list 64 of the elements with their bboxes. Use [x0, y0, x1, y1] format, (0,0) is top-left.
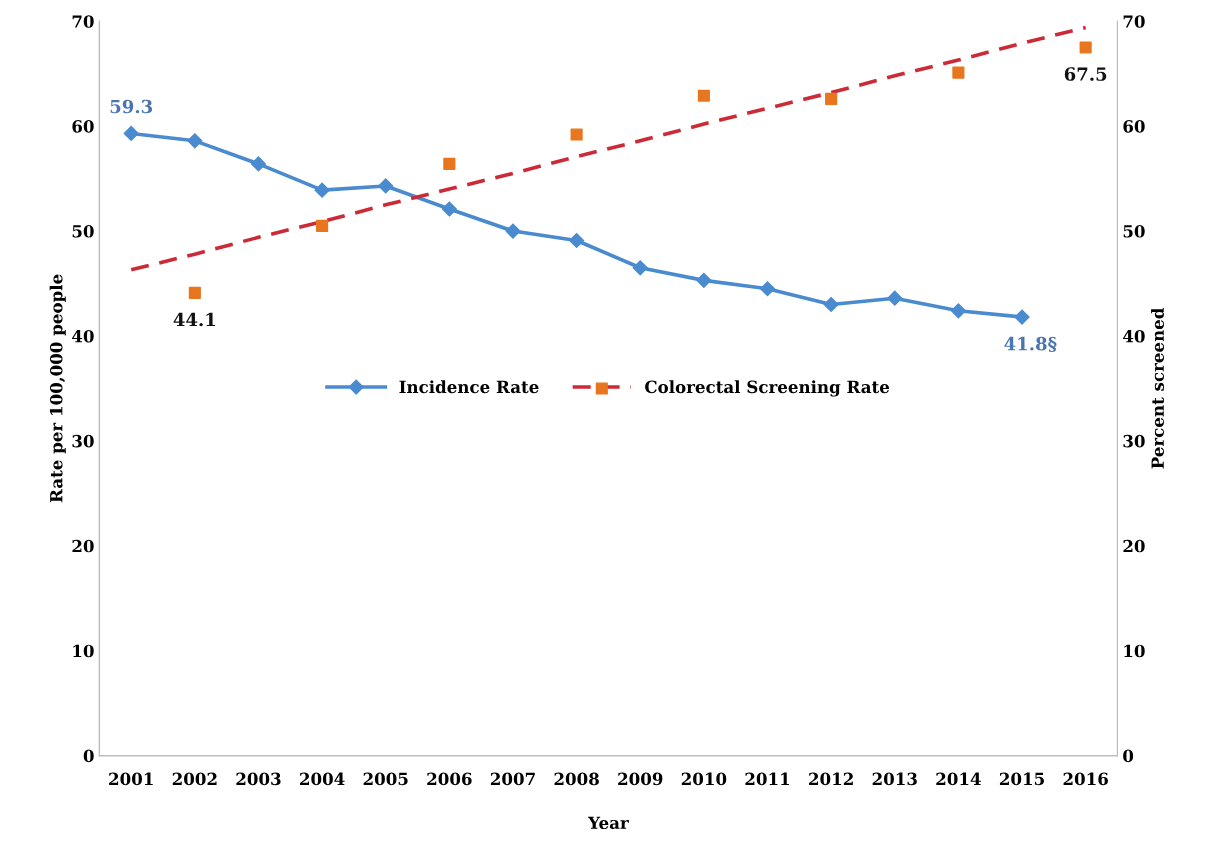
point: [443, 157, 456, 170]
y2-tick-label: 40: [1123, 329, 1145, 343]
x-tick-label: 2004: [300, 772, 345, 786]
y2-tick-label: 60: [1123, 120, 1145, 133]
x-tick-label: 2009: [618, 772, 663, 786]
y-tick-label: 20: [72, 539, 94, 553]
x-tick-label: 2015: [999, 772, 1044, 786]
point: [378, 178, 394, 194]
point: [316, 219, 329, 232]
y-tick-label: 40: [72, 329, 94, 343]
x-tick-label: 2013: [872, 772, 917, 786]
point: [1014, 309, 1030, 325]
y2-tick-label: 50: [1123, 225, 1145, 238]
x-tick-label: 2016: [1063, 772, 1108, 786]
point: [696, 272, 712, 288]
point: [505, 223, 521, 239]
data-label: 41.8§: [1004, 336, 1057, 352]
y2-axis-title: Percent screened: [1151, 307, 1164, 469]
x-tick-label: 2014: [936, 772, 981, 786]
point: [441, 201, 457, 217]
point: [697, 89, 710, 102]
legend-label: Incidence Rate: [399, 380, 539, 394]
y2-tick-label: 0: [1123, 749, 1134, 763]
x-tick-label: 2010: [681, 772, 727, 786]
point: [952, 66, 965, 79]
data-label: 59.3: [110, 99, 153, 114]
y-tick-label: 60: [72, 120, 94, 133]
x-tick-label: 2012: [809, 772, 853, 786]
x-tick-label: 2005: [363, 772, 408, 786]
x-tick-label: 2007: [490, 772, 535, 786]
y2-tick-label: 70: [1123, 15, 1145, 28]
point: [1079, 41, 1092, 54]
x-tick-label: 2011: [745, 772, 790, 786]
point: [187, 133, 203, 149]
point: [250, 156, 267, 172]
x-axis-title: Year: [587, 816, 629, 830]
data-label: 44.1: [173, 312, 216, 327]
x-tick-label: 2008: [554, 772, 599, 786]
y-tick-label: 0: [83, 749, 94, 763]
point: [759, 281, 776, 297]
y2-tick-label: 30: [1123, 434, 1145, 448]
data-label: 67.5: [1064, 67, 1107, 81]
point: [887, 290, 903, 306]
point: [825, 92, 838, 105]
y-tick-label: 10: [73, 644, 94, 658]
point: [569, 232, 585, 249]
x-tick-label: 2003: [236, 772, 281, 786]
point: [823, 296, 839, 313]
y2-tick-label: 20: [1123, 539, 1145, 553]
point: [570, 128, 583, 141]
point: [632, 260, 648, 276]
y2-tick-label: 10: [1124, 644, 1145, 658]
point: [314, 182, 330, 198]
legend-label: Colorectal Screening Rate: [645, 380, 890, 397]
x-tick-label: 2001: [109, 772, 153, 786]
y-tick-label: 70: [72, 15, 94, 28]
y-tick-label: 30: [72, 434, 94, 448]
point: [188, 286, 201, 300]
y-tick-label: 50: [72, 225, 94, 238]
x-tick-label: 2006: [427, 772, 472, 786]
point: [123, 125, 139, 142]
x-tick-label: 2002: [172, 772, 217, 786]
y-axis-title: Rate per 100,000 people: [49, 274, 66, 503]
point: [950, 303, 966, 319]
